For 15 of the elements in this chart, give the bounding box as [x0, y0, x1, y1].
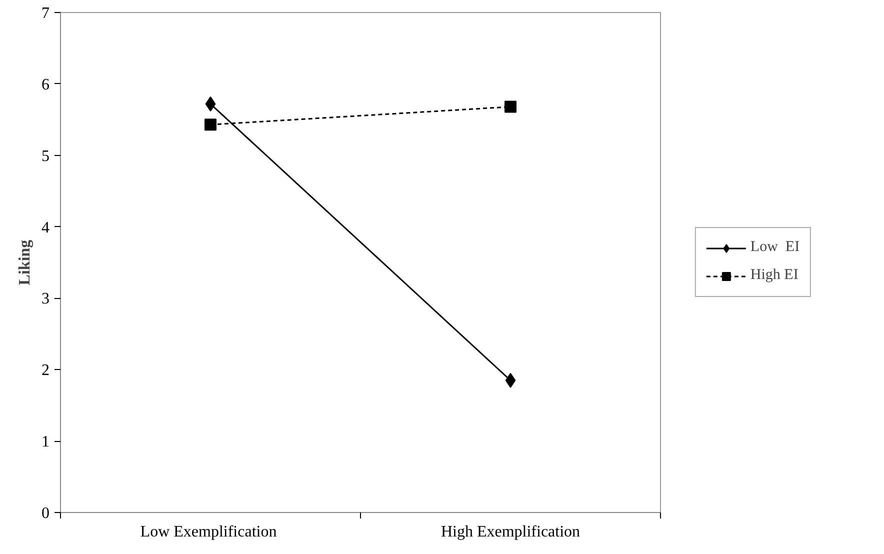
point	[204, 118, 216, 131]
legend-label: Low EI	[750, 239, 800, 256]
point	[504, 100, 516, 113]
y-tick-label: 0	[42, 505, 50, 522]
y-tick-label: 3	[42, 290, 50, 308]
y-tick-label: 5	[42, 148, 50, 165]
x-tick-label: Low Exemplification	[140, 524, 277, 540]
y-tick-label: 4	[42, 219, 50, 236]
x-tick-label: High Exemplification	[440, 524, 580, 540]
legend-label: High EI	[750, 267, 798, 284]
y-tick-label: 2	[42, 362, 50, 380]
y-tick-label: 1	[42, 434, 50, 451]
y-tick-label: 6	[42, 76, 50, 94]
y-tick-label: 7	[42, 5, 50, 22]
y-axis-title: Liking	[16, 240, 34, 286]
